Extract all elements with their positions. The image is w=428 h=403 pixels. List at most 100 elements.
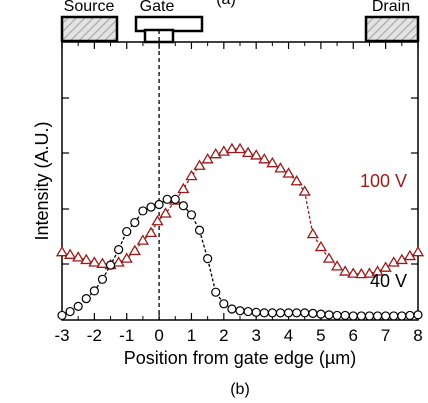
data-point-circle [154, 199, 164, 210]
data-point-triangle [128, 244, 141, 256]
data-point-circle [283, 308, 294, 318]
data-point-triangle [395, 253, 408, 265]
data-point-circle [413, 310, 423, 320]
data-point-circle [356, 311, 366, 321]
data-point-circle [292, 308, 302, 318]
data-point-circle [316, 309, 326, 319]
data-point-circle [122, 226, 132, 237]
x-tick-labels: -3 -2 -1 0 1 2 3 4 5 6 7 8 [54, 326, 422, 345]
top-panel-label: (a) [216, 0, 236, 8]
data-point-circle [81, 294, 91, 304]
data-point-circle [348, 311, 358, 321]
x-tick-label: 3 [251, 326, 260, 345]
data-point-triangle [151, 214, 164, 226]
series-label-40v: 40 V [370, 271, 407, 291]
data-point-triangle [55, 245, 69, 257]
x-axis-label: Position from gate edge (µm) [124, 348, 356, 368]
data-point-circle [73, 301, 83, 311]
figure-caption: (b) [230, 381, 250, 398]
x-tick-label: 4 [284, 326, 293, 345]
data-point-triangle [88, 256, 101, 267]
x-tick-label: 8 [413, 326, 422, 345]
data-point-triangle [241, 146, 255, 158]
data-point-triangle [185, 169, 198, 181]
data-point-triangle [201, 153, 214, 164]
data-point-circle [251, 307, 261, 317]
data-point-circle [186, 210, 197, 220]
data-point-circle [146, 202, 156, 212]
data-point-circle [57, 310, 67, 321]
device-schematic: Source Gate Drain [60, 0, 420, 44]
data-point-circle [243, 306, 253, 317]
data-point-triangle [347, 267, 360, 278]
data-point-triangle [80, 253, 93, 265]
data-point-circle [138, 206, 148, 216]
data-point-circle [219, 299, 229, 309]
data-point-triangle [298, 185, 311, 196]
data-point-circle [97, 274, 108, 284]
gate-label: Gate [140, 0, 175, 15]
data-point-circle [324, 310, 334, 320]
drain-label: Drain [372, 0, 410, 15]
data-point-circle [275, 308, 286, 318]
data-point-triangle [274, 162, 287, 173]
x-tick-label: 6 [349, 326, 358, 345]
data-point-triangle [306, 227, 319, 239]
data-point-triangle [120, 252, 133, 263]
data-point-circle [267, 308, 277, 318]
data-point-circle [381, 311, 391, 321]
data-point-triangle [266, 156, 279, 168]
data-point-circle [178, 201, 188, 211]
data-point-triangle [225, 142, 239, 154]
data-point-circle [170, 194, 180, 204]
drain-electrode [364, 15, 420, 43]
data-point-triangle [193, 159, 206, 170]
data-point-triangle [379, 261, 392, 272]
y-axis-label: Intensity (A.U.) [32, 121, 52, 240]
data-point-circle [372, 311, 383, 321]
data-point-triangle [339, 265, 352, 276]
data-point-triangle [96, 257, 109, 268]
data-point-circle [227, 304, 237, 314]
source-label: Source [64, 0, 115, 15]
data-point-circle [65, 306, 75, 317]
data-point-triangle [112, 256, 125, 267]
x-tick-label: -3 [54, 326, 69, 345]
data-point-circle [397, 311, 407, 321]
series-markers [55, 142, 425, 321]
source-electrode [60, 15, 119, 43]
x-tick-label: 2 [219, 326, 228, 345]
data-point-triangle [258, 153, 271, 164]
data-point-circle [162, 194, 172, 204]
series-line-2 [61, 198, 419, 317]
data-point-circle [130, 217, 140, 228]
data-point-triangle [330, 260, 344, 271]
data-point-circle [89, 286, 99, 296]
data-point-circle [405, 310, 415, 321]
data-point-circle [235, 306, 245, 316]
x-tick-label: -2 [87, 326, 102, 345]
data-point-triangle [233, 142, 247, 154]
data-point-triangle [290, 174, 303, 186]
axis-ticks [61, 42, 419, 320]
data-point-triangle [282, 167, 295, 178]
data-point-triangle [250, 149, 263, 160]
data-point-triangle [403, 249, 417, 261]
x-tick-label: 5 [316, 326, 325, 345]
x-tick-label: -1 [119, 326, 134, 345]
data-point-circle [300, 308, 310, 318]
data-point-triangle [144, 226, 158, 238]
data-point-triangle [371, 265, 384, 276]
data-point-circle [332, 310, 342, 321]
data-point-circle [259, 308, 269, 318]
data-point-triangle [63, 248, 77, 259]
data-point-circle [114, 245, 124, 255]
data-point-triangle [72, 251, 85, 262]
data-point-circle [308, 308, 318, 318]
series-labels: 100 V 40 V [360, 171, 407, 291]
data-point-circle [389, 311, 399, 321]
data-point-triangle [136, 234, 150, 245]
data-point-circle [340, 310, 350, 321]
x-tick-label: 1 [187, 326, 196, 345]
